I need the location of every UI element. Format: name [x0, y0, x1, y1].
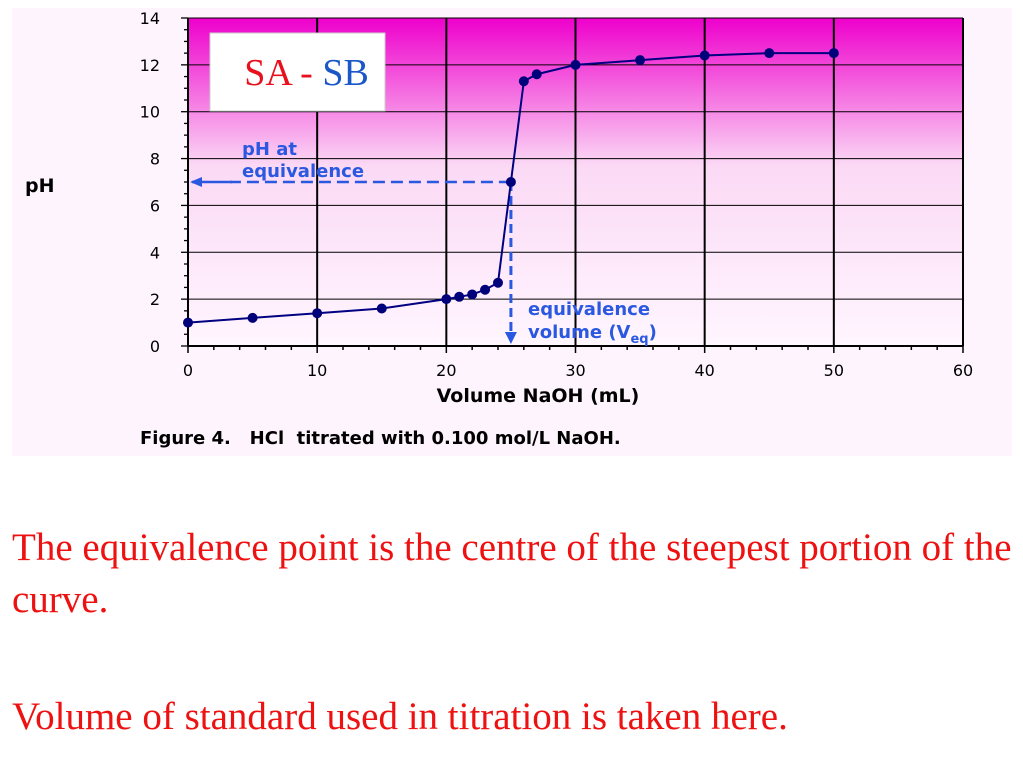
- veq-line2: volume (Veq): [528, 322, 657, 347]
- data-point: [312, 308, 323, 319]
- ph-eq-line1: pH at: [242, 139, 297, 160]
- data-point: [518, 76, 529, 87]
- data-point: [480, 284, 491, 295]
- data-point: [441, 294, 452, 305]
- ph-equivalence-annotation: pH at equivalence: [242, 139, 364, 182]
- equivalence-volume-annotation: equivalence volume (Veq): [528, 299, 657, 347]
- x-tick-label: 60: [953, 361, 973, 380]
- x-tick-label: 50: [824, 361, 844, 380]
- y-tick-label: 4: [150, 243, 160, 262]
- y-tick-label: 6: [150, 196, 160, 215]
- markers-layer: [183, 48, 839, 328]
- data-point: [493, 277, 503, 288]
- data-point: [531, 69, 542, 80]
- data-point: [505, 177, 516, 187]
- figure-caption: Figure 4. HCl titrated with 0.100 mol/L …: [140, 428, 621, 449]
- veq-arrowhead: [504, 332, 517, 344]
- x-tick-label: 40: [694, 361, 714, 380]
- veq-close: ): [649, 322, 657, 343]
- y-tick-label: 10: [140, 103, 160, 122]
- sa-label: SA: [244, 52, 293, 94]
- titration-chart: 0 10 20 30 40 50 60 0 2 4 6 8 10 12 14 pH Volume NaOH …: [12, 8, 1012, 456]
- data-point: [635, 55, 646, 66]
- data-point: [828, 48, 839, 59]
- y-tick-label: 14: [140, 9, 160, 28]
- data-point: [376, 303, 387, 314]
- equivalence-point-explanation: The equivalence point is the centre of t…: [12, 526, 1012, 621]
- data-point: [247, 312, 258, 323]
- ph-eq-line2: equivalence: [242, 161, 364, 182]
- y-tick-label: 0: [150, 337, 160, 356]
- x-tick-label: 0: [183, 361, 193, 380]
- data-point: [699, 50, 710, 61]
- veq-main: volume (V: [528, 322, 631, 343]
- y-axis-label: pH: [25, 175, 55, 197]
- data-point: [183, 317, 193, 328]
- axes: 0 10 20 30 40 50 60 0 2 4 6 8 10 12 14: [140, 9, 974, 380]
- annotations: [190, 177, 517, 344]
- ph-arrowhead: [190, 177, 202, 187]
- y-tick-label: 2: [150, 290, 160, 309]
- sa-sb-label-box: SA - SB: [178, 32, 417, 112]
- label-dash: -: [291, 52, 323, 94]
- veq-subscript: eq: [630, 332, 648, 347]
- x-tick-label: 30: [565, 361, 585, 380]
- x-tick-label: 10: [307, 361, 327, 380]
- data-point: [764, 48, 775, 59]
- data-point: [454, 291, 465, 302]
- data-point: [467, 289, 478, 300]
- data-point: [570, 59, 581, 70]
- x-tick-label: 20: [436, 361, 456, 380]
- y-tick-label: 8: [150, 150, 160, 169]
- x-axis-label: Volume NaOH (mL): [437, 385, 640, 407]
- volume-standard-note: Volume of standard used in titration is …: [12, 695, 788, 738]
- y-tick-label: 12: [140, 56, 160, 75]
- sb-label: SB: [322, 52, 368, 94]
- veq-line1: equivalence: [528, 299, 650, 320]
- svg-text:SA - SB: SA - SB: [178, 52, 417, 94]
